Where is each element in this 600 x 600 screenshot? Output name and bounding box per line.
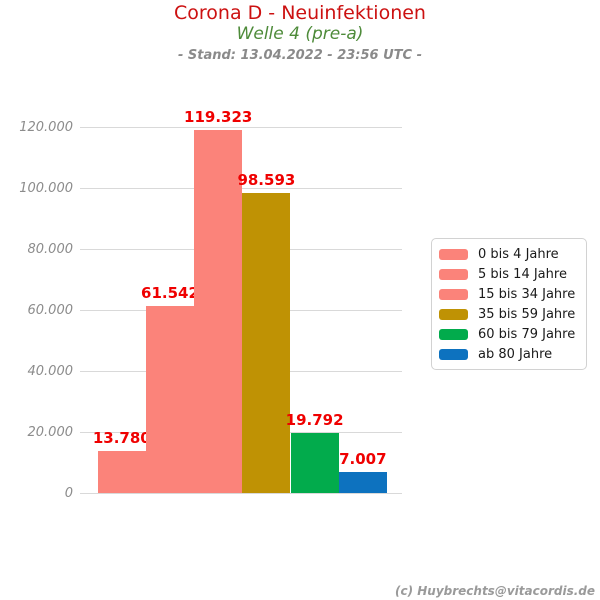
legend-item: 0 bis 4 Jahre [432, 244, 586, 264]
bar-0-bis-4-jahre [97, 451, 146, 494]
legend-swatch [439, 348, 468, 360]
legend-item: 35 bis 59 Jahre [432, 304, 586, 324]
legend-label: 60 bis 79 Jahre [478, 326, 576, 342]
chart-subtitle: Welle 4 (pre-a) [236, 24, 364, 44]
y-axis-tick-label: 0 [64, 486, 73, 501]
legend-label: 15 bis 34 Jahre [478, 286, 576, 302]
legend-label: 35 bis 59 Jahre [478, 306, 576, 322]
bar-ab-80-jahre [338, 472, 387, 494]
legend-swatch [439, 308, 468, 320]
y-axis-tick-label: 60.000 [27, 303, 74, 318]
legend-label: 5 bis 14 Jahre [478, 266, 567, 282]
legend-item: 60 bis 79 Jahre [432, 324, 586, 344]
legend-item: 15 bis 34 Jahre [432, 284, 586, 304]
bar-value-label: 98.593 [237, 170, 296, 189]
chart-date-annotation: - Stand: 13.04.2022 - 23:56 UTC - [177, 48, 423, 63]
bar-value-label: 7.007 [339, 450, 387, 469]
legend-swatch [439, 248, 468, 260]
y-axis-tick-label: 20.000 [27, 425, 74, 440]
legend-swatch [439, 328, 468, 340]
legend-label: 0 bis 4 Jahre [478, 246, 559, 262]
bar-15-bis-34-jahre [194, 129, 243, 494]
bar-value-label: 61.542 [141, 283, 199, 302]
bar-value-label: 13.780 [92, 429, 151, 448]
y-axis-tick-label: 120.000 [19, 120, 73, 135]
bar-60-bis-79-jahre [290, 433, 339, 494]
legend: 0 bis 4 Jahre 5 bis 14 Jahre 15 bis 34 Jah… [431, 238, 587, 370]
legend-item: 5 bis 14 Jahre [432, 264, 586, 284]
legend-item: ab 80 Jahre [432, 344, 586, 364]
bar-5-bis-14-jahre [145, 305, 195, 494]
chart-title: Corona D - Neuinfektionen [174, 2, 426, 24]
bar-value-label: 19.792 [285, 411, 344, 430]
y-axis-tick-label: 80.000 [27, 242, 74, 257]
legend-swatch [439, 268, 468, 280]
bar-35-bis-59-jahre [242, 192, 291, 494]
bar-value-label: 119.323 [184, 107, 253, 126]
y-axis-tick-label: 100.000 [19, 181, 73, 196]
legend-label: ab 80 Jahre [478, 346, 553, 362]
y-axis-tick-label: 40.000 [27, 364, 74, 379]
legend-swatch [439, 288, 468, 300]
gridline [80, 493, 402, 494]
gridline [80, 127, 402, 128]
credit-text: (c) Huybrechts@vitacordis.de [394, 584, 595, 598]
